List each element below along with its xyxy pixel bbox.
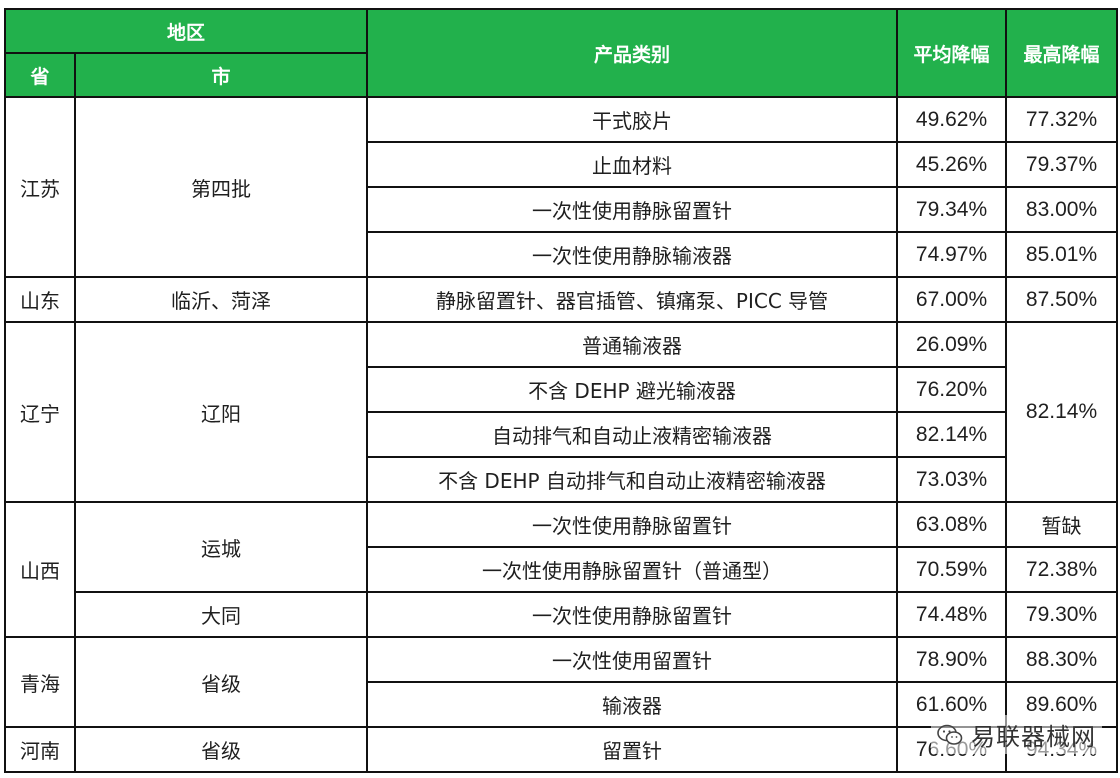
avg-drop-cell: 49.62%: [896, 96, 1008, 143]
max-drop-cell: 85.01%: [1005, 231, 1119, 278]
category-cell: 输液器: [366, 681, 899, 728]
city-cell: 省级: [73, 726, 369, 773]
city-cell: 省级: [73, 636, 369, 728]
province-cell: 江苏: [4, 96, 76, 278]
avg-drop-cell: 26.09%: [896, 321, 1008, 368]
table-row: 一次性使用静脉留置针 79.34% 83.00%: [5, 186, 1119, 233]
category-cell: 一次性使用留置针: [366, 636, 899, 683]
max-drop-cell: 72.38%: [1005, 546, 1119, 593]
header-city: 市: [73, 52, 369, 98]
max-drop-cell: 83.00%: [1005, 186, 1119, 233]
city-cell: 临沂、菏泽: [73, 276, 369, 323]
city-cell: 第四批: [73, 96, 369, 278]
category-cell: 一次性使用静脉留置针: [366, 591, 899, 638]
table-row: 不含 DEHP 避光输液器 76.20%: [5, 366, 1117, 413]
max-drop-cell: 77.32%: [1005, 96, 1119, 143]
table-row: 江苏 第四批 干式胶片 49.62% 77.32%: [4, 96, 1119, 278]
price-reduction-table: 地区 产品类别 平均降幅 最高降幅 省 市 江苏 第四批 干式胶片 49.62%…: [3, 8, 1119, 773]
max-drop-cell: 79.30%: [1005, 591, 1119, 638]
price-reduction-table-container: 地区 产品类别 平均降幅 最高降幅 省 市 江苏 第四批 干式胶片 49.62%…: [3, 8, 1119, 774]
category-cell: 静脉留置针、器官插管、镇痛泵、PICC 导管: [366, 276, 899, 323]
city-cell: 运城: [73, 501, 369, 593]
category-cell: 留置针: [366, 726, 899, 773]
table-row: 山东 临沂、菏泽 静脉留置针、器官插管、镇痛泵、PICC 导管 67.00% 8…: [4, 276, 1119, 323]
category-cell: 一次性使用静脉留置针: [366, 501, 899, 548]
header-max-drop: 最高降幅: [1005, 8, 1119, 98]
category-cell: 一次性使用静脉输液器: [366, 231, 899, 278]
max-drop-cell: 79.37%: [1005, 141, 1119, 188]
table-row: 一次性使用静脉输液器 74.97% 85.01%: [5, 231, 1119, 278]
city-cell: 辽阳: [73, 321, 369, 503]
category-cell: 自动排气和自动止液精密输液器: [366, 411, 899, 458]
watermark: 易联器械网: [931, 715, 1102, 754]
header-row-1: 地区 产品类别 平均降幅 最高降幅: [3, 8, 1119, 98]
avg-drop-cell: 67.00%: [896, 276, 1008, 323]
category-cell: 一次性使用静脉留置针（普通型）: [366, 546, 899, 593]
watermark-text: 易联器械网: [971, 723, 1096, 751]
province-cell: 山西: [4, 501, 76, 638]
province-cell: 河南: [4, 726, 76, 773]
wechat-icon: [937, 724, 963, 745]
header-row-2: 省 市: [4, 52, 1117, 98]
category-cell: 不含 DEHP 自动排气和自动止液精密输液器: [366, 456, 899, 503]
category-cell: 止血材料: [366, 141, 899, 188]
province-cell: 山东: [4, 276, 76, 323]
table-row: 青海 省级 一次性使用留置针 78.90% 88.30%: [4, 636, 1119, 728]
category-cell: 不含 DEHP 避光输液器: [366, 366, 899, 413]
max-drop-cell: 82.14%: [1005, 321, 1119, 503]
avg-drop-cell: 73.03%: [896, 456, 1008, 503]
category-cell: 一次性使用静脉留置针: [366, 186, 899, 233]
province-cell: 辽宁: [4, 321, 76, 503]
header-avg-drop: 平均降幅: [896, 8, 1008, 98]
avg-drop-cell: 63.08%: [896, 501, 1008, 548]
city-cell: 大同: [73, 591, 369, 638]
max-drop-cell: 88.30%: [1005, 636, 1119, 683]
avg-drop-cell: 45.26%: [896, 141, 1008, 188]
max-drop-cell: 87.50%: [1005, 276, 1119, 323]
header-province: 省: [4, 52, 76, 98]
category-cell: 干式胶片: [366, 96, 899, 143]
max-drop-cell: 暂缺: [1005, 501, 1119, 548]
table-row: 止血材料 45.26% 79.37%: [5, 141, 1119, 188]
header-category: 产品类别: [366, 8, 899, 98]
avg-drop-cell: 79.34%: [896, 186, 1008, 233]
province-cell: 青海: [4, 636, 76, 728]
table-row: 山西 运城 一次性使用静脉留置针 63.08% 暂缺: [4, 501, 1119, 638]
table-row: 不含 DEHP 自动排气和自动止液精密输液器 73.03%: [5, 456, 1117, 503]
header-region: 地区: [3, 8, 369, 54]
avg-drop-cell: 76.20%: [896, 366, 1008, 413]
avg-drop-cell: 78.90%: [896, 636, 1008, 683]
table-row: 大同 一次性使用静脉留置针 74.48% 79.30%: [5, 591, 1119, 638]
avg-drop-cell: 82.14%: [896, 411, 1008, 458]
table-row: 自动排气和自动止液精密输液器 82.14%: [5, 411, 1117, 458]
table-row: 辽宁 辽阳 普通输液器 26.09% 82.14%: [4, 321, 1119, 503]
table-row: 一次性使用静脉留置针（普通型） 70.59% 72.38%: [5, 546, 1119, 593]
avg-drop-cell: 70.59%: [896, 546, 1008, 593]
avg-drop-cell: 74.97%: [896, 231, 1008, 278]
category-cell: 普通输液器: [366, 321, 899, 368]
avg-drop-cell: 74.48%: [896, 591, 1008, 638]
